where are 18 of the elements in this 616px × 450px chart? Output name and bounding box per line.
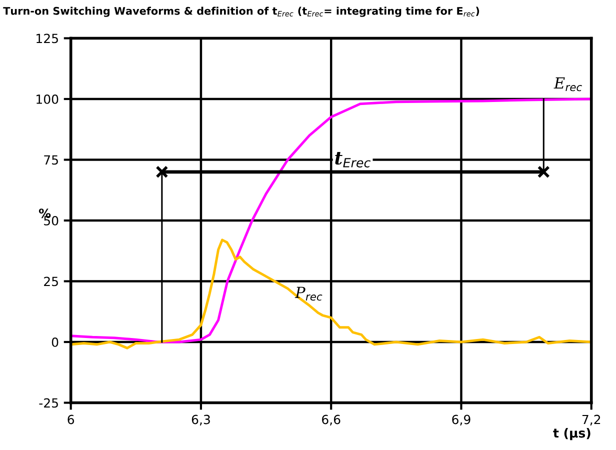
series-label: E$_{rec}$	[554, 77, 582, 92]
series-label: P$_{rec}$	[294, 286, 322, 301]
annotation: t$_{Erec}$	[335, 152, 371, 168]
y-tick-label: 0	[52, 337, 58, 347]
y-axis-title: %	[38, 208, 51, 218]
y-tick-label: 100	[36, 94, 58, 104]
x-tick-label: 6	[68, 414, 74, 424]
x-tick-label: 6,6	[322, 414, 340, 426]
y-tick-label: 125	[36, 34, 58, 44]
x-tick-label: 6,3	[192, 414, 210, 426]
x-axis-title: t (µs)	[553, 428, 590, 440]
y-tick-label: 75	[44, 155, 58, 165]
y-tick-label: 25	[44, 276, 58, 286]
x-tick-label: 7,2	[582, 414, 600, 426]
y-tick-label: 50	[44, 216, 58, 226]
chart-title: Turn-on Switching Waveforms & definition of t$_{Erec}$ (t$_{Erec}$= integrating time for E$_{rec}$)	[3, 6, 480, 17]
x-tick-label: 6,9	[452, 414, 470, 426]
y-tick-label: -25	[39, 398, 58, 408]
